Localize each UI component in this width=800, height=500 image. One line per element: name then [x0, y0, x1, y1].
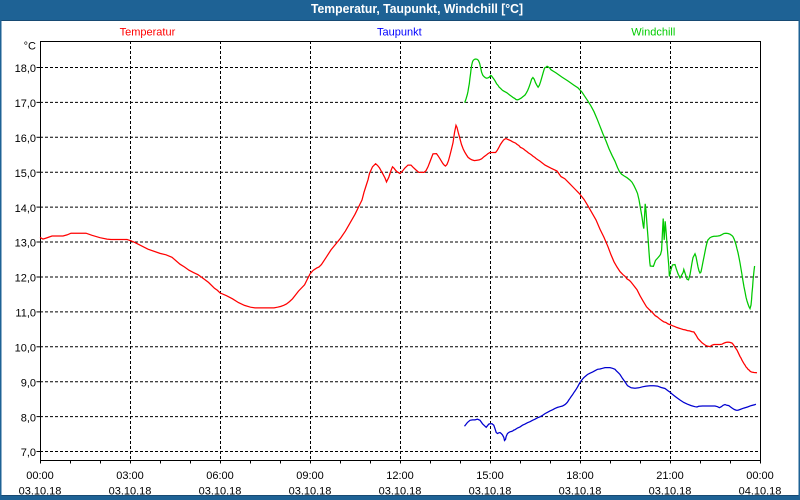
- svg-text:14,0: 14,0: [15, 203, 36, 215]
- svg-text:Temperatur: Temperatur: [120, 26, 176, 38]
- svg-text:10,0: 10,0: [15, 343, 36, 355]
- svg-text:Taupunkt: Taupunkt: [377, 26, 422, 38]
- svg-text:16,0: 16,0: [15, 133, 36, 145]
- svg-text:Windchill: Windchill: [631, 26, 675, 38]
- svg-text:17,0: 17,0: [15, 98, 36, 110]
- svg-text:06:00: 06:00: [206, 470, 234, 482]
- svg-text:03:00: 03:00: [116, 470, 144, 482]
- svg-text:18:00: 18:00: [566, 470, 594, 482]
- svg-text:18,0: 18,0: [15, 63, 36, 75]
- svg-text:11,0: 11,0: [15, 308, 36, 320]
- svg-text:Temperatur, Taupunkt, Windchil: Temperatur, Taupunkt, Windchill [°C]: [311, 1, 523, 16]
- svg-text:03.10.18: 03.10.18: [559, 486, 602, 498]
- svg-text:00:00: 00:00: [26, 470, 54, 482]
- svg-text:7,0: 7,0: [21, 447, 36, 459]
- svg-text:21:00: 21:00: [656, 470, 684, 482]
- svg-text:03.10.18: 03.10.18: [469, 486, 512, 498]
- svg-text:°C: °C: [24, 41, 36, 53]
- svg-text:12,0: 12,0: [15, 273, 36, 285]
- svg-text:04.10.18: 04.10.18: [739, 486, 782, 498]
- svg-text:03.10.18: 03.10.18: [19, 486, 62, 498]
- svg-text:12:00: 12:00: [386, 470, 414, 482]
- svg-text:03.10.18: 03.10.18: [109, 486, 152, 498]
- svg-text:03.10.18: 03.10.18: [649, 486, 692, 498]
- svg-text:03.10.18: 03.10.18: [199, 486, 242, 498]
- svg-text:9,0: 9,0: [21, 377, 36, 389]
- svg-text:15:00: 15:00: [476, 470, 504, 482]
- svg-text:15,0: 15,0: [15, 168, 36, 180]
- svg-text:8,0: 8,0: [21, 412, 36, 424]
- svg-text:13,0: 13,0: [15, 238, 36, 250]
- svg-text:03.10.18: 03.10.18: [379, 486, 422, 498]
- svg-text:00:00: 00:00: [746, 470, 774, 482]
- svg-text:03.10.18: 03.10.18: [289, 486, 332, 498]
- svg-text:09:00: 09:00: [296, 470, 324, 482]
